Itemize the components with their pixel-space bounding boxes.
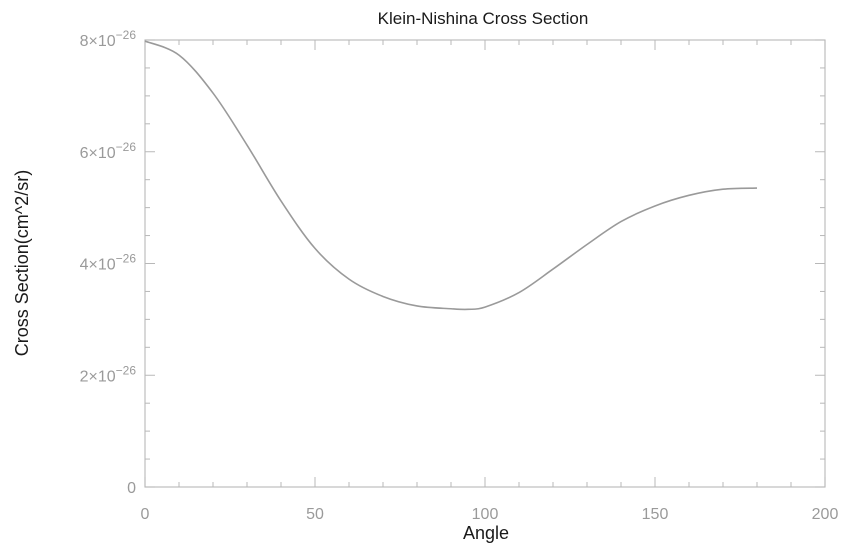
x-tick-labels: 0 50 100 150 200	[141, 506, 839, 523]
y-tick-labels: 02×10−264×10−266×10−268×10−26	[80, 28, 137, 497]
x-tick-label: 200	[812, 506, 839, 523]
x-tick-label: 50	[306, 506, 324, 523]
y-tick-label: 4×10−26	[80, 252, 137, 274]
y-tick-mantissa: 0	[127, 480, 136, 497]
y-tick-exponent: −26	[116, 252, 137, 266]
y-tick-label: 0	[127, 480, 136, 497]
chart-title: Klein-Nishina Cross Section	[378, 9, 589, 28]
cross-section-curve	[144, 40, 758, 311]
axis-ticks	[144, 39, 826, 488]
x-axis-title: Angle	[463, 523, 509, 543]
plot-frame	[144, 39, 826, 488]
y-tick-mantissa: 8×10	[80, 33, 116, 50]
x-tick-label: 150	[642, 506, 669, 523]
y-axis-title: Cross Section(cm^2/sr)	[12, 170, 32, 356]
x-tick-label: 0	[141, 506, 150, 523]
y-tick-mantissa: 2×10	[80, 368, 116, 385]
y-tick-label: 6×10−26	[80, 140, 137, 162]
y-tick-mantissa: 4×10	[80, 257, 116, 274]
y-tick-exponent: −26	[116, 363, 137, 377]
y-tick-label: 2×10−26	[80, 363, 137, 385]
y-tick-exponent: −26	[116, 28, 137, 42]
x-tick-label: 100	[472, 506, 499, 523]
y-tick-label: 8×10−26	[80, 28, 137, 50]
y-tick-exponent: −26	[116, 140, 137, 154]
y-tick-mantissa: 6×10	[80, 145, 116, 162]
